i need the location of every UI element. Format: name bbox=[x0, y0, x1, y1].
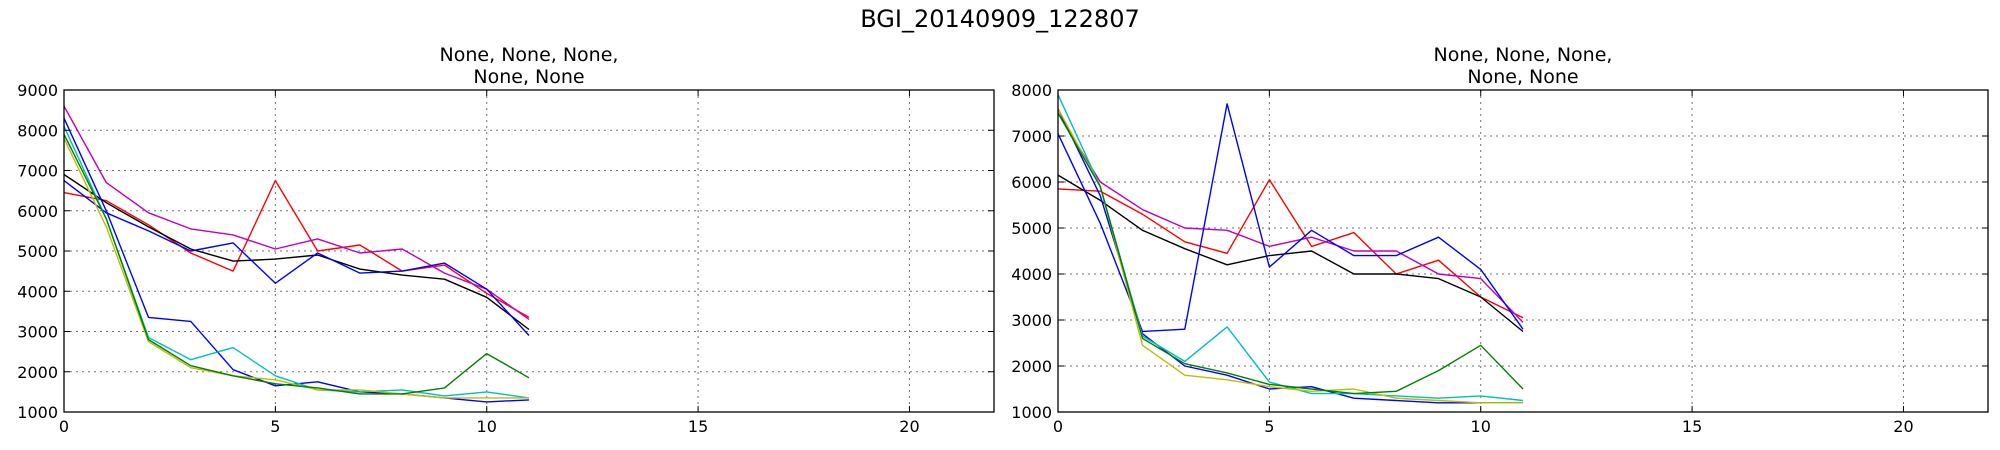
y-tick-label: 6000 bbox=[1011, 173, 1052, 192]
series-line bbox=[1057, 112, 1524, 323]
x-tick-label: 20 bbox=[899, 417, 919, 436]
y-tick-label: 7000 bbox=[17, 162, 58, 181]
x-tick-label: 20 bbox=[1893, 417, 1913, 436]
x-tick-label: 15 bbox=[1682, 417, 1702, 436]
series-line bbox=[63, 180, 530, 336]
chart-title-line: None, None bbox=[473, 66, 584, 88]
series-line bbox=[63, 105, 530, 320]
x-tick-label: 5 bbox=[270, 417, 280, 436]
series-line bbox=[63, 133, 530, 395]
series-line bbox=[1057, 178, 1524, 319]
y-tick-label: 4000 bbox=[1011, 265, 1052, 284]
y-tick-label: 2000 bbox=[17, 363, 58, 382]
y-tick-label: 2000 bbox=[1011, 357, 1052, 376]
chart-title-line: None, None bbox=[1467, 66, 1578, 88]
series-line bbox=[1057, 108, 1523, 404]
y-tick-label: 5000 bbox=[1011, 219, 1052, 238]
axes-frame bbox=[1057, 89, 1989, 413]
y-tick-label: 6000 bbox=[17, 202, 58, 221]
y-tick-label: 9000 bbox=[17, 81, 58, 100]
x-tick-label: 15 bbox=[688, 417, 708, 436]
y-tick-label: 3000 bbox=[1011, 311, 1052, 330]
series-line bbox=[63, 137, 529, 399]
series-line bbox=[63, 117, 530, 403]
figure-title: BGI_20140909_122807 bbox=[860, 5, 1140, 33]
series-line bbox=[63, 179, 530, 319]
x-tick-label: 0 bbox=[59, 417, 69, 436]
y-tick-label: 8000 bbox=[1011, 81, 1052, 100]
y-tick-label: 7000 bbox=[1011, 127, 1052, 146]
x-tick-label: 10 bbox=[477, 417, 497, 436]
y-tick-label: 3000 bbox=[17, 323, 58, 342]
chart-title-line: None, None, None, bbox=[440, 44, 619, 66]
series-line bbox=[1057, 112, 1524, 395]
chart-panel-right: None, None, None,None, None 0 5 10 15 20 1000 2… bbox=[1011, 44, 1989, 436]
y-tick-label: 5000 bbox=[17, 242, 58, 261]
series-line bbox=[63, 173, 530, 331]
x-tick-label: 5 bbox=[1264, 417, 1274, 436]
series-line bbox=[1057, 174, 1524, 333]
series-line bbox=[63, 125, 530, 399]
y-tick-label: 4000 bbox=[17, 282, 58, 301]
y-tick-label: 1000 bbox=[1011, 403, 1052, 422]
series-line bbox=[1057, 108, 1523, 404]
series-line bbox=[1057, 103, 1524, 333]
y-tick-label: 8000 bbox=[17, 121, 58, 140]
x-tick-label: 10 bbox=[1471, 417, 1491, 436]
y-tick-label: 1000 bbox=[17, 403, 58, 422]
x-tick-label: 0 bbox=[1053, 417, 1063, 436]
chart-panel-left: None, None, None,None, None 0 5 10 15 20 1000 2… bbox=[17, 44, 995, 436]
series-line bbox=[1057, 94, 1524, 402]
chart-title-line: None, None, None, bbox=[1434, 44, 1613, 66]
